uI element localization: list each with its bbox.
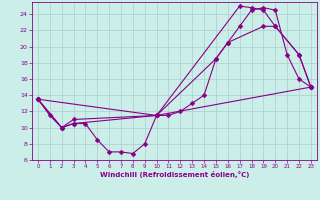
X-axis label: Windchill (Refroidissement éolien,°C): Windchill (Refroidissement éolien,°C): [100, 171, 249, 178]
